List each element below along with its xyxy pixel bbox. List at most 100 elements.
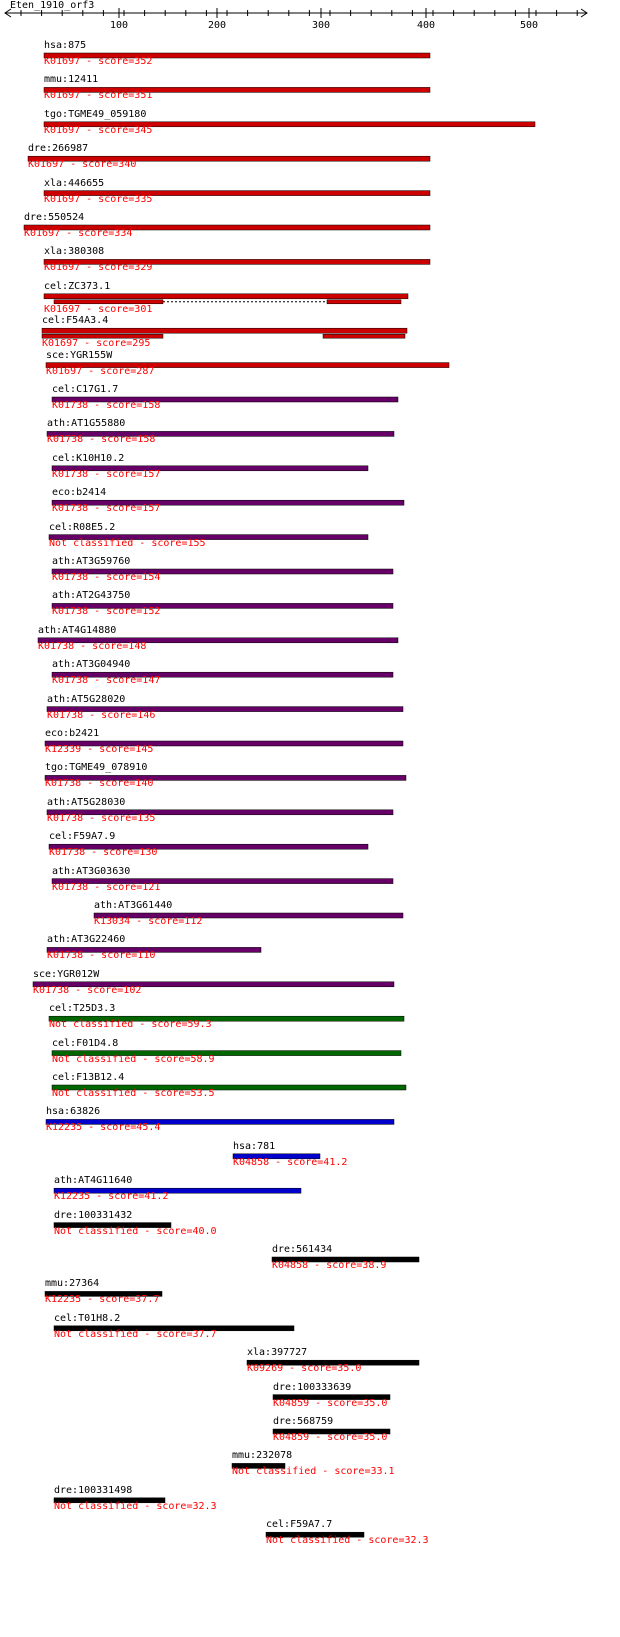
hit-bar xyxy=(45,1119,395,1125)
axis-tick-label: 100 xyxy=(110,20,129,31)
hit-name[interactable]: ath:AT3G04940 xyxy=(52,659,131,671)
hit-name[interactable]: ath:AT2G43750 xyxy=(52,590,131,602)
hit-name[interactable]: dre:100331498 xyxy=(54,1484,133,1496)
hit-score-label[interactable]: K01697 - score=340 xyxy=(28,159,137,171)
hit-score-label[interactable]: Not classified - score=59.3 xyxy=(49,1019,212,1031)
hit-name[interactable]: sce:YGR012W xyxy=(33,968,100,980)
hit-score-label[interactable]: K09269 - score=35.0 xyxy=(247,1363,362,1375)
hit-score-label[interactable]: K01738 - score=102 xyxy=(33,984,142,996)
hit-score-label[interactable]: K01738 - score=135 xyxy=(47,812,156,824)
hit-name[interactable]: cel:C17G1.7 xyxy=(52,384,119,395)
hit-bar xyxy=(27,155,431,162)
hit-name[interactable]: eco:b2414 xyxy=(52,487,107,499)
hit-score-label[interactable]: K01697 - score=351 xyxy=(44,90,153,102)
hit-name[interactable]: cel:F54A3.4 xyxy=(42,315,109,327)
hit-name[interactable]: cel:ZC373.1 xyxy=(44,280,111,292)
hit-score-label[interactable]: K01738 - score=148 xyxy=(38,640,147,652)
hit-name[interactable]: cel:T25D3.3 xyxy=(49,1003,116,1015)
hit-name[interactable]: dre:568759 xyxy=(273,1416,334,1427)
hit-bar xyxy=(51,396,399,403)
hit-name[interactable]: cel:F59A7.7 xyxy=(266,1519,333,1531)
hit-name[interactable]: ath:AT4G14880 xyxy=(38,624,117,636)
hit-name[interactable]: ath:AT5G28030 xyxy=(47,796,126,808)
hit-name[interactable]: ath:AT3G03630 xyxy=(52,865,131,877)
hit-name[interactable]: dre:266987 xyxy=(28,143,89,155)
hit-name[interactable]: mmu:12411 xyxy=(44,74,99,86)
hit-score-label[interactable]: K01738 - score=152 xyxy=(52,606,161,618)
hit-name[interactable]: hsa:781 xyxy=(233,1140,276,1152)
hit-score-label[interactable]: K04859 - score=35.0 xyxy=(273,1397,388,1409)
hit-score-label[interactable]: K01697 - score=345 xyxy=(44,124,153,136)
hit-score-label[interactable]: K01738 - score=110 xyxy=(47,950,156,962)
hit-name[interactable]: ath:AT4G11640 xyxy=(54,1175,133,1187)
hit-name[interactable]: ath:AT3G22460 xyxy=(47,934,126,946)
hit-score-label[interactable]: K12235 - score=37.7 xyxy=(45,1294,160,1306)
hit-score-label[interactable]: K01738 - score=121 xyxy=(52,881,161,893)
hit-bars xyxy=(23,52,536,1538)
hit-score-label[interactable]: K01697 - score=287 xyxy=(46,365,155,377)
hit-name[interactable]: ath:AT3G61440 xyxy=(94,900,173,911)
hit-score-label[interactable]: K01738 - score=140 xyxy=(45,778,154,790)
hit-score-label[interactable]: K04858 - score=41.2 xyxy=(233,1156,348,1168)
hit-score-label[interactable]: K12339 - score=145 xyxy=(45,744,154,755)
hit-score-label[interactable]: K01738 - score=157 xyxy=(52,468,161,480)
hit-bar xyxy=(93,912,404,919)
hit-score-label[interactable]: K01697 - score=301 xyxy=(44,303,153,315)
hit-score-label[interactable]: K04859 - score=35.0 xyxy=(273,1432,388,1443)
hit-score-label[interactable]: K01697 - score=335 xyxy=(44,193,153,205)
hit-score-label[interactable]: Not classified - score=33.1 xyxy=(232,1466,395,1478)
hit-score-label[interactable]: K01738 - score=157 xyxy=(52,503,161,515)
hit-name[interactable]: cel:R08E5.2 xyxy=(49,521,116,533)
hit-score-label[interactable]: K01738 - score=146 xyxy=(47,709,156,721)
hit-name[interactable]: mmu:232078 xyxy=(232,1450,293,1462)
hit-score-label[interactable]: K01697 - score=295 xyxy=(42,338,151,350)
hit-score-label[interactable]: K01697 - score=334 xyxy=(24,228,133,239)
hit-bar xyxy=(231,1463,286,1469)
hit-score-label[interactable]: K01697 - score=352 xyxy=(44,56,153,67)
hit-name[interactable]: tgo:TGME49_078910 xyxy=(45,762,148,774)
hit-score-label[interactable]: K01738 - score=154 xyxy=(52,572,161,583)
hit-name[interactable]: xla:380308 xyxy=(44,246,105,258)
hit-score-label[interactable]: K01738 - score=147 xyxy=(52,675,161,687)
hit-name[interactable]: hsa:63826 xyxy=(46,1106,101,1118)
hit-score-label[interactable]: K04858 - score=38.9 xyxy=(272,1260,387,1271)
hit-score-label[interactable]: K01738 - score=158 xyxy=(47,434,156,446)
hit-score-label[interactable]: Not classified - score=155 xyxy=(49,537,206,549)
hit-name[interactable]: sce:YGR155W xyxy=(46,349,113,361)
hit-name[interactable]: eco:b2421 xyxy=(45,728,100,739)
hit-name[interactable]: xla:446655 xyxy=(44,177,105,189)
hit-score-label[interactable]: Not classified - score=58.9 xyxy=(52,1053,215,1065)
hit-score-label[interactable]: K01738 - score=158 xyxy=(52,400,161,411)
hit-name[interactable]: cel:F01D4.8 xyxy=(52,1037,119,1049)
query-title: Eten_1910_orf3 xyxy=(10,0,95,11)
hit-score-label[interactable]: Not classified - score=40.0 xyxy=(54,1225,217,1237)
axis-tick-label: 300 xyxy=(312,20,331,31)
hit-score-label[interactable]: Not classified - score=53.5 xyxy=(52,1088,215,1099)
hit-name[interactable]: tgo:TGME49_059180 xyxy=(44,108,147,120)
hit-name[interactable]: cel:K10H10.2 xyxy=(52,452,125,464)
hit-score-label[interactable]: K01738 - score=130 xyxy=(49,847,158,859)
hit-name[interactable]: ath:AT5G28020 xyxy=(47,693,126,705)
hit-name[interactable]: hsa:875 xyxy=(44,40,87,51)
hit-score-label[interactable]: K12235 - score=45.4 xyxy=(46,1122,161,1134)
hit-name[interactable]: mmu:27364 xyxy=(45,1278,100,1290)
hit-score-label[interactable]: Not classified - score=32.3 xyxy=(54,1500,217,1512)
hit-name[interactable]: ath:AT3G59760 xyxy=(52,556,131,567)
hit-bar xyxy=(51,499,405,506)
hit-score-label[interactable]: Not classified - score=32.3 xyxy=(266,1535,429,1547)
hit-name[interactable]: dre:561434 xyxy=(272,1244,333,1255)
hit-name[interactable]: dre:550524 xyxy=(24,212,85,223)
hit-name[interactable]: dre:100333639 xyxy=(273,1381,352,1393)
hit-score-label[interactable]: K12235 - score=41.2 xyxy=(54,1191,169,1203)
hit-score-label[interactable]: K13034 - score=112 xyxy=(94,916,203,927)
hit-name[interactable]: cel:T01H8.2 xyxy=(54,1312,121,1324)
hit-score-label[interactable]: Not classified - score=37.7 xyxy=(54,1328,217,1340)
hit-name[interactable]: cel:F13B12.4 xyxy=(52,1072,125,1083)
hit-bar xyxy=(43,52,431,59)
hit-name[interactable]: xla:397727 xyxy=(247,1347,308,1359)
hit-name[interactable]: dre:100331432 xyxy=(54,1209,133,1221)
hit-name[interactable]: cel:F59A7.9 xyxy=(49,831,116,843)
hit-score-label[interactable]: K01697 - score=329 xyxy=(44,262,153,274)
hit-bar xyxy=(44,1291,163,1297)
hit-name[interactable]: ath:AT1G55880 xyxy=(47,418,126,430)
